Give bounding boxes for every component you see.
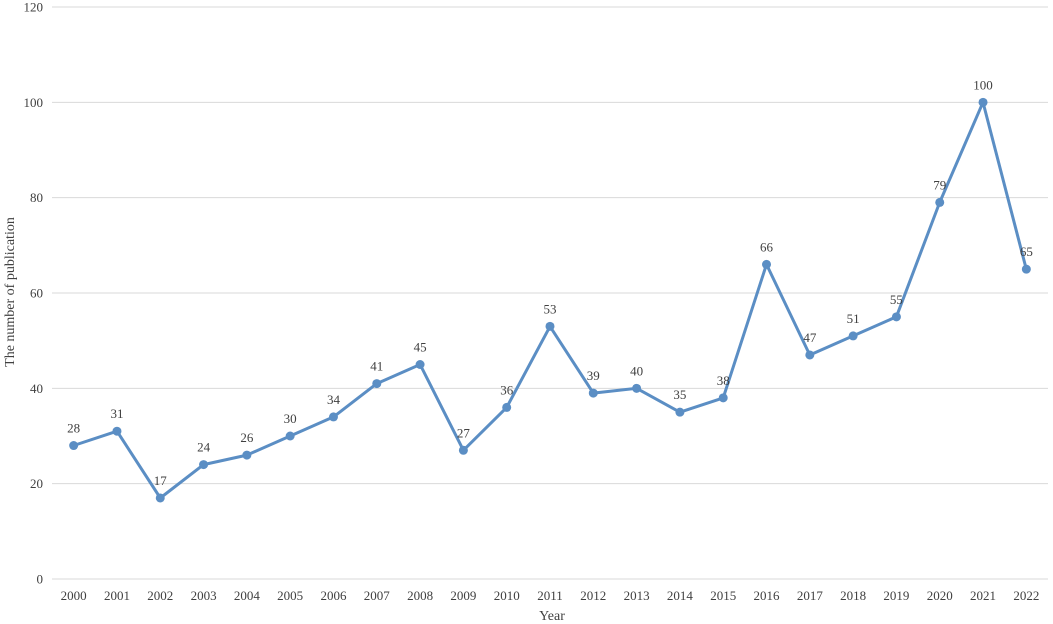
data-label: 40 [630,363,643,378]
data-point [935,197,945,207]
data-label: 31 [110,406,123,421]
x-tick-label: 2014 [667,588,694,603]
data-point [588,388,598,398]
data-point [848,331,858,341]
data-label: 36 [500,382,514,397]
data-label: 66 [760,239,774,254]
data-point [112,426,122,436]
data-label: 39 [587,368,600,383]
x-tick-label: 2017 [797,588,824,603]
gridlines [52,6,1048,580]
data-label: 65 [1020,244,1033,259]
x-tick-label: 2011 [537,588,563,603]
data-point [242,450,252,460]
x-tick-label: 2018 [840,588,866,603]
data-label: 55 [890,292,903,307]
data-label: 30 [284,411,297,426]
x-axis-ticks: 2000 2001 2002 2003 2004 2005 2006 2007 2008 2009… [61,588,1040,603]
data-label: 27 [457,425,471,440]
x-tick-label: 2000 [61,588,87,603]
x-tick-label: 2009 [450,588,476,603]
data-point [458,445,468,455]
series-line [73,100,1028,500]
data-label: 34 [327,392,341,407]
data-label: 35 [673,387,686,402]
x-tick-label: 2013 [624,588,650,603]
x-tick-label: 2020 [927,588,953,603]
x-tick-label: 2008 [407,588,433,603]
data-label: 79 [933,177,946,192]
x-tick-label: 2006 [320,588,347,603]
x-tick-label: 2005 [277,588,303,603]
data-point [891,312,901,322]
x-tick-label: 2002 [147,588,173,603]
data-point [328,412,338,422]
data-point [762,259,772,269]
y-axis-ticks: 0 20 40 60 80 100 120 [24,0,44,587]
x-tick-label: 2019 [883,588,909,603]
data-point [718,393,728,403]
data-label: 38 [717,373,730,388]
x-tick-label: 2022 [1013,588,1039,603]
data-label: 47 [803,330,817,345]
data-label: 17 [154,473,168,488]
data-point [632,383,642,393]
x-tick-label: 2003 [191,588,217,603]
x-tick-label: 2012 [580,588,606,603]
data-point [415,360,425,369]
x-axis-title: Year [539,609,565,624]
data-label: 24 [197,440,211,455]
data-label: 100 [973,77,993,92]
x-tick-label: 2001 [104,588,130,603]
data-label: 41 [370,359,383,374]
y-tick-label: 80 [30,190,43,205]
x-tick-label: 2010 [494,588,520,603]
y-tick-label: 100 [24,95,44,110]
data-point [372,379,382,389]
data-point [199,460,209,470]
series-line-group [69,97,1031,503]
data-point [502,402,512,412]
y-axis-title: The number of publication [3,217,18,367]
y-tick-label: 40 [30,381,43,396]
x-tick-label: 2015 [710,588,736,603]
data-point [805,350,815,360]
data-label: 51 [847,311,860,326]
data-point [69,441,79,451]
x-tick-label: 2021 [970,588,996,603]
data-label: 53 [544,301,557,316]
data-point [1021,264,1031,274]
y-tick-label: 0 [37,572,44,587]
x-tick-label: 2007 [364,588,391,603]
x-tick-label: 2016 [754,588,781,603]
data-point [545,321,555,331]
data-point [978,97,988,107]
y-tick-label: 20 [30,476,43,491]
data-point [285,431,295,441]
data-label: 26 [240,430,254,445]
data-point [675,407,685,417]
data-label: 45 [414,340,427,355]
data-labels: 28 31 17 24 26 30 34 41 45 27 36 53 39 40 35 38 66 47 51 55… [67,77,1033,488]
y-tick-label: 60 [30,286,43,301]
x-tick-label: 2004 [234,588,261,603]
y-tick-label: 120 [24,0,44,15]
data-point [155,493,165,503]
data-label: 28 [67,421,80,436]
